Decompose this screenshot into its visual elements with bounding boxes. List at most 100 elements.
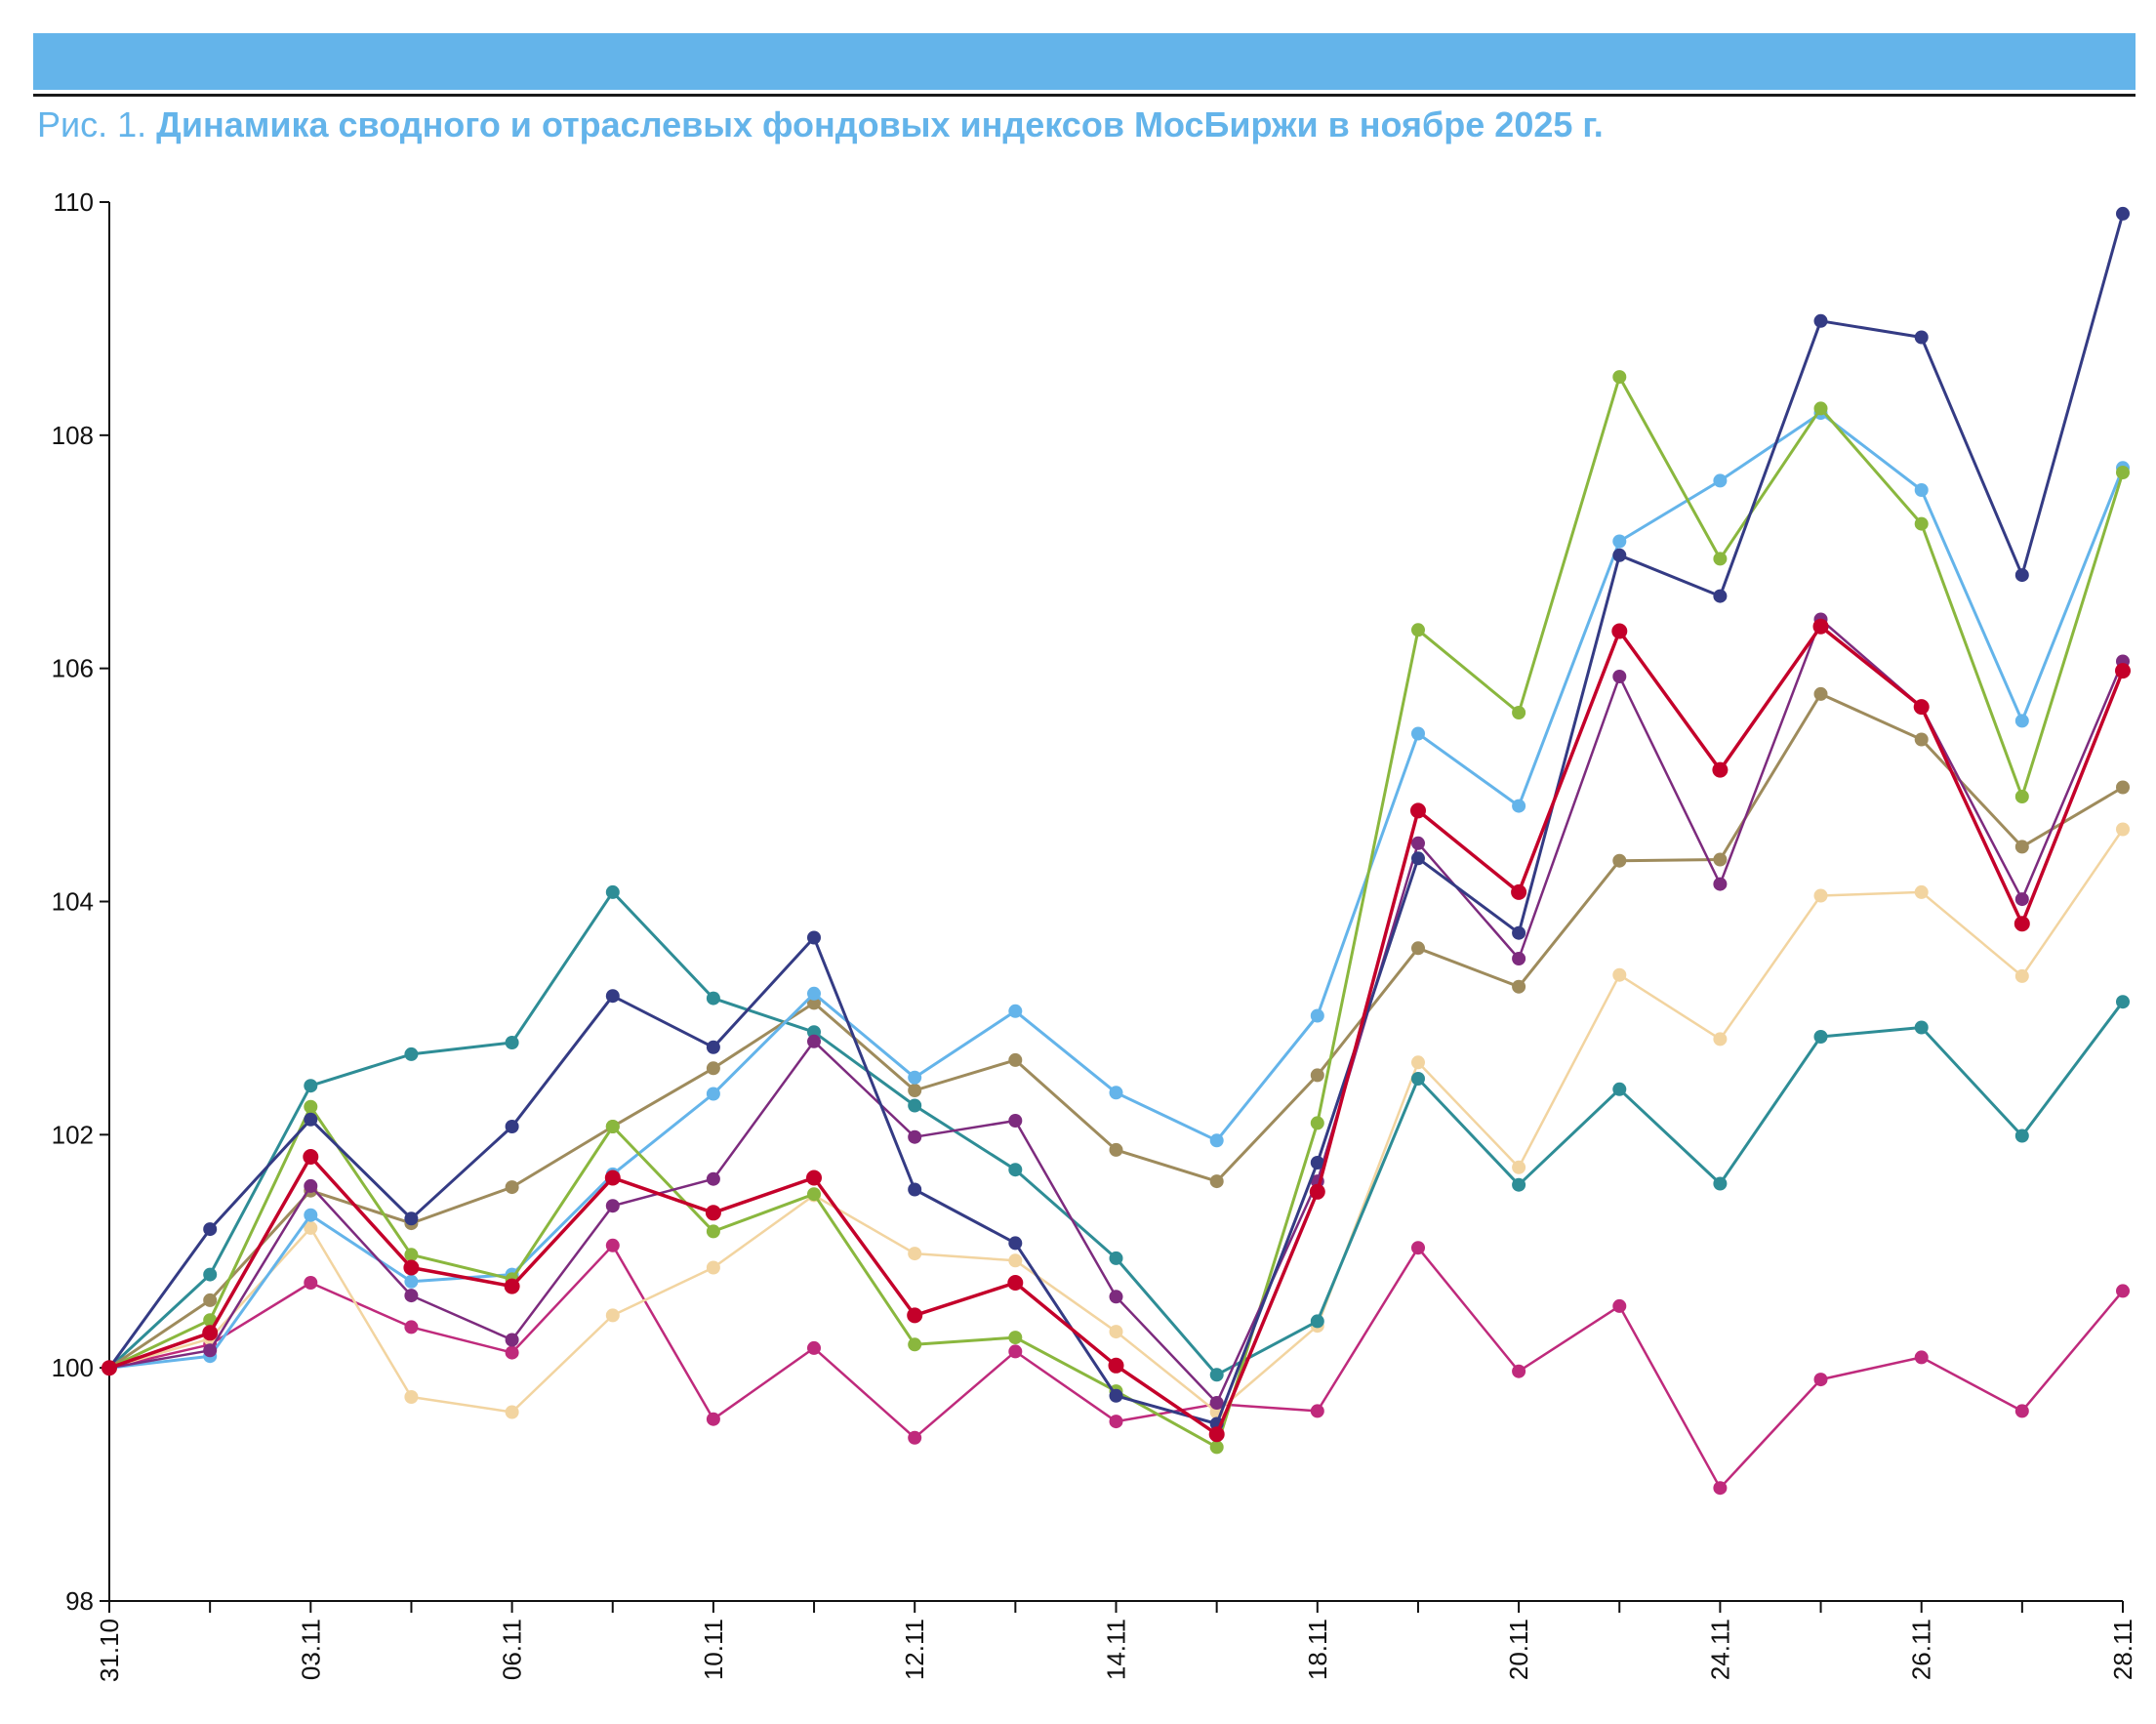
data-point: [304, 1079, 318, 1093]
data-point: [1914, 884, 1929, 899]
x-tick-label: 26.11: [1907, 1619, 1936, 1680]
x-tick-label: 18.11: [1303, 1619, 1332, 1680]
data-point: [404, 1320, 419, 1334]
data-point: [1410, 802, 1426, 819]
data-point: [1813, 401, 1828, 416]
data-point: [1512, 925, 1526, 940]
data-point: [1512, 1177, 1526, 1192]
data-point: [1612, 967, 1627, 982]
data-point: [2116, 780, 2130, 795]
figure-title-text: Динамика сводного и отраслевых фондовых …: [156, 104, 1604, 144]
data-point: [908, 1247, 922, 1261]
data-point: [1914, 1350, 1929, 1365]
data-point: [1008, 1004, 1023, 1018]
data-point: [1109, 1388, 1123, 1403]
series-9: [102, 618, 2131, 1443]
data-point: [1008, 1236, 1023, 1251]
data-point: [2014, 968, 2029, 983]
data-point: [2116, 995, 2130, 1009]
data-point: [2014, 916, 2030, 932]
data-point: [203, 1267, 218, 1282]
data-point: [1913, 699, 1930, 716]
data-point: [706, 1087, 720, 1101]
data-point: [1512, 799, 1526, 813]
data-point: [605, 989, 620, 1004]
data-point: [1411, 1072, 1425, 1086]
data-point: [1411, 941, 1425, 956]
data-point: [1612, 534, 1627, 549]
data-point: [1612, 853, 1627, 868]
y-tick-label: 102: [52, 1120, 94, 1149]
data-point: [1914, 330, 1929, 345]
data-point: [102, 1360, 117, 1376]
data-point: [1813, 888, 1828, 903]
data-point: [404, 1390, 419, 1404]
data-point: [1007, 1275, 1024, 1291]
data-point: [1310, 1156, 1324, 1170]
data-point: [1512, 1160, 1526, 1174]
y-tick-label: 106: [52, 654, 94, 683]
data-point: [2115, 663, 2131, 679]
data-point: [908, 1430, 922, 1445]
x-tick-label: 10.11: [699, 1619, 728, 1680]
data-point: [1813, 1373, 1828, 1387]
data-point: [706, 1061, 720, 1076]
x-tick-label: 14.11: [1102, 1619, 1131, 1680]
data-point: [304, 1178, 318, 1193]
data-point: [1813, 686, 1828, 701]
data-point: [908, 1070, 922, 1085]
data-point: [1411, 623, 1425, 637]
data-point: [1008, 1344, 1023, 1359]
data-point: [1310, 1068, 1324, 1083]
data-point: [505, 1345, 519, 1360]
data-point: [1209, 1133, 1224, 1148]
data-point: [304, 1099, 318, 1114]
data-point: [1411, 851, 1425, 866]
data-point: [1612, 670, 1627, 683]
data-point: [807, 1340, 821, 1355]
data-point: [2116, 822, 2130, 837]
data-point: [1008, 1114, 1023, 1128]
data-point: [1411, 726, 1425, 741]
data-point: [404, 1274, 419, 1289]
data-point: [403, 1259, 420, 1276]
data-point: [1310, 1314, 1324, 1329]
data-point: [1109, 1290, 1123, 1304]
data-point: [908, 1129, 922, 1144]
data-point: [2116, 466, 2130, 479]
data-point: [1512, 706, 1526, 719]
data-point: [304, 1220, 318, 1235]
data-point: [1109, 1415, 1123, 1429]
data-point: [1713, 589, 1728, 603]
data-point: [1611, 623, 1628, 639]
data-point: [1713, 852, 1728, 867]
data-point: [1511, 883, 1527, 900]
x-tick-label: 12.11: [900, 1619, 929, 1680]
data-point: [1914, 516, 1929, 531]
y-tick-label: 108: [52, 421, 94, 450]
data-point: [605, 884, 620, 899]
data-point: [1512, 952, 1526, 965]
data-point: [706, 991, 720, 1006]
data-point: [1209, 1368, 1224, 1382]
data-point: [304, 1112, 318, 1127]
data-point: [907, 1307, 923, 1324]
data-point: [2014, 1404, 2029, 1418]
data-point: [1209, 1174, 1224, 1189]
data-point: [604, 1170, 621, 1186]
data-point: [1512, 979, 1526, 994]
data-point: [2014, 1129, 2029, 1143]
data-point: [1914, 732, 1929, 747]
data-point: [1209, 1440, 1224, 1455]
data-point: [1713, 473, 1728, 488]
chart-series: [102, 206, 2131, 1496]
y-tick-label: 104: [52, 887, 94, 917]
data-point: [1310, 1008, 1324, 1023]
data-point: [203, 1293, 218, 1307]
figure-title: Рис. 1. Динамика сводного и отраслевых ф…: [37, 102, 1604, 148]
series-7: [102, 612, 2130, 1410]
data-point: [1209, 1396, 1224, 1410]
data-point: [1008, 1253, 1023, 1268]
data-point: [1713, 1481, 1728, 1496]
